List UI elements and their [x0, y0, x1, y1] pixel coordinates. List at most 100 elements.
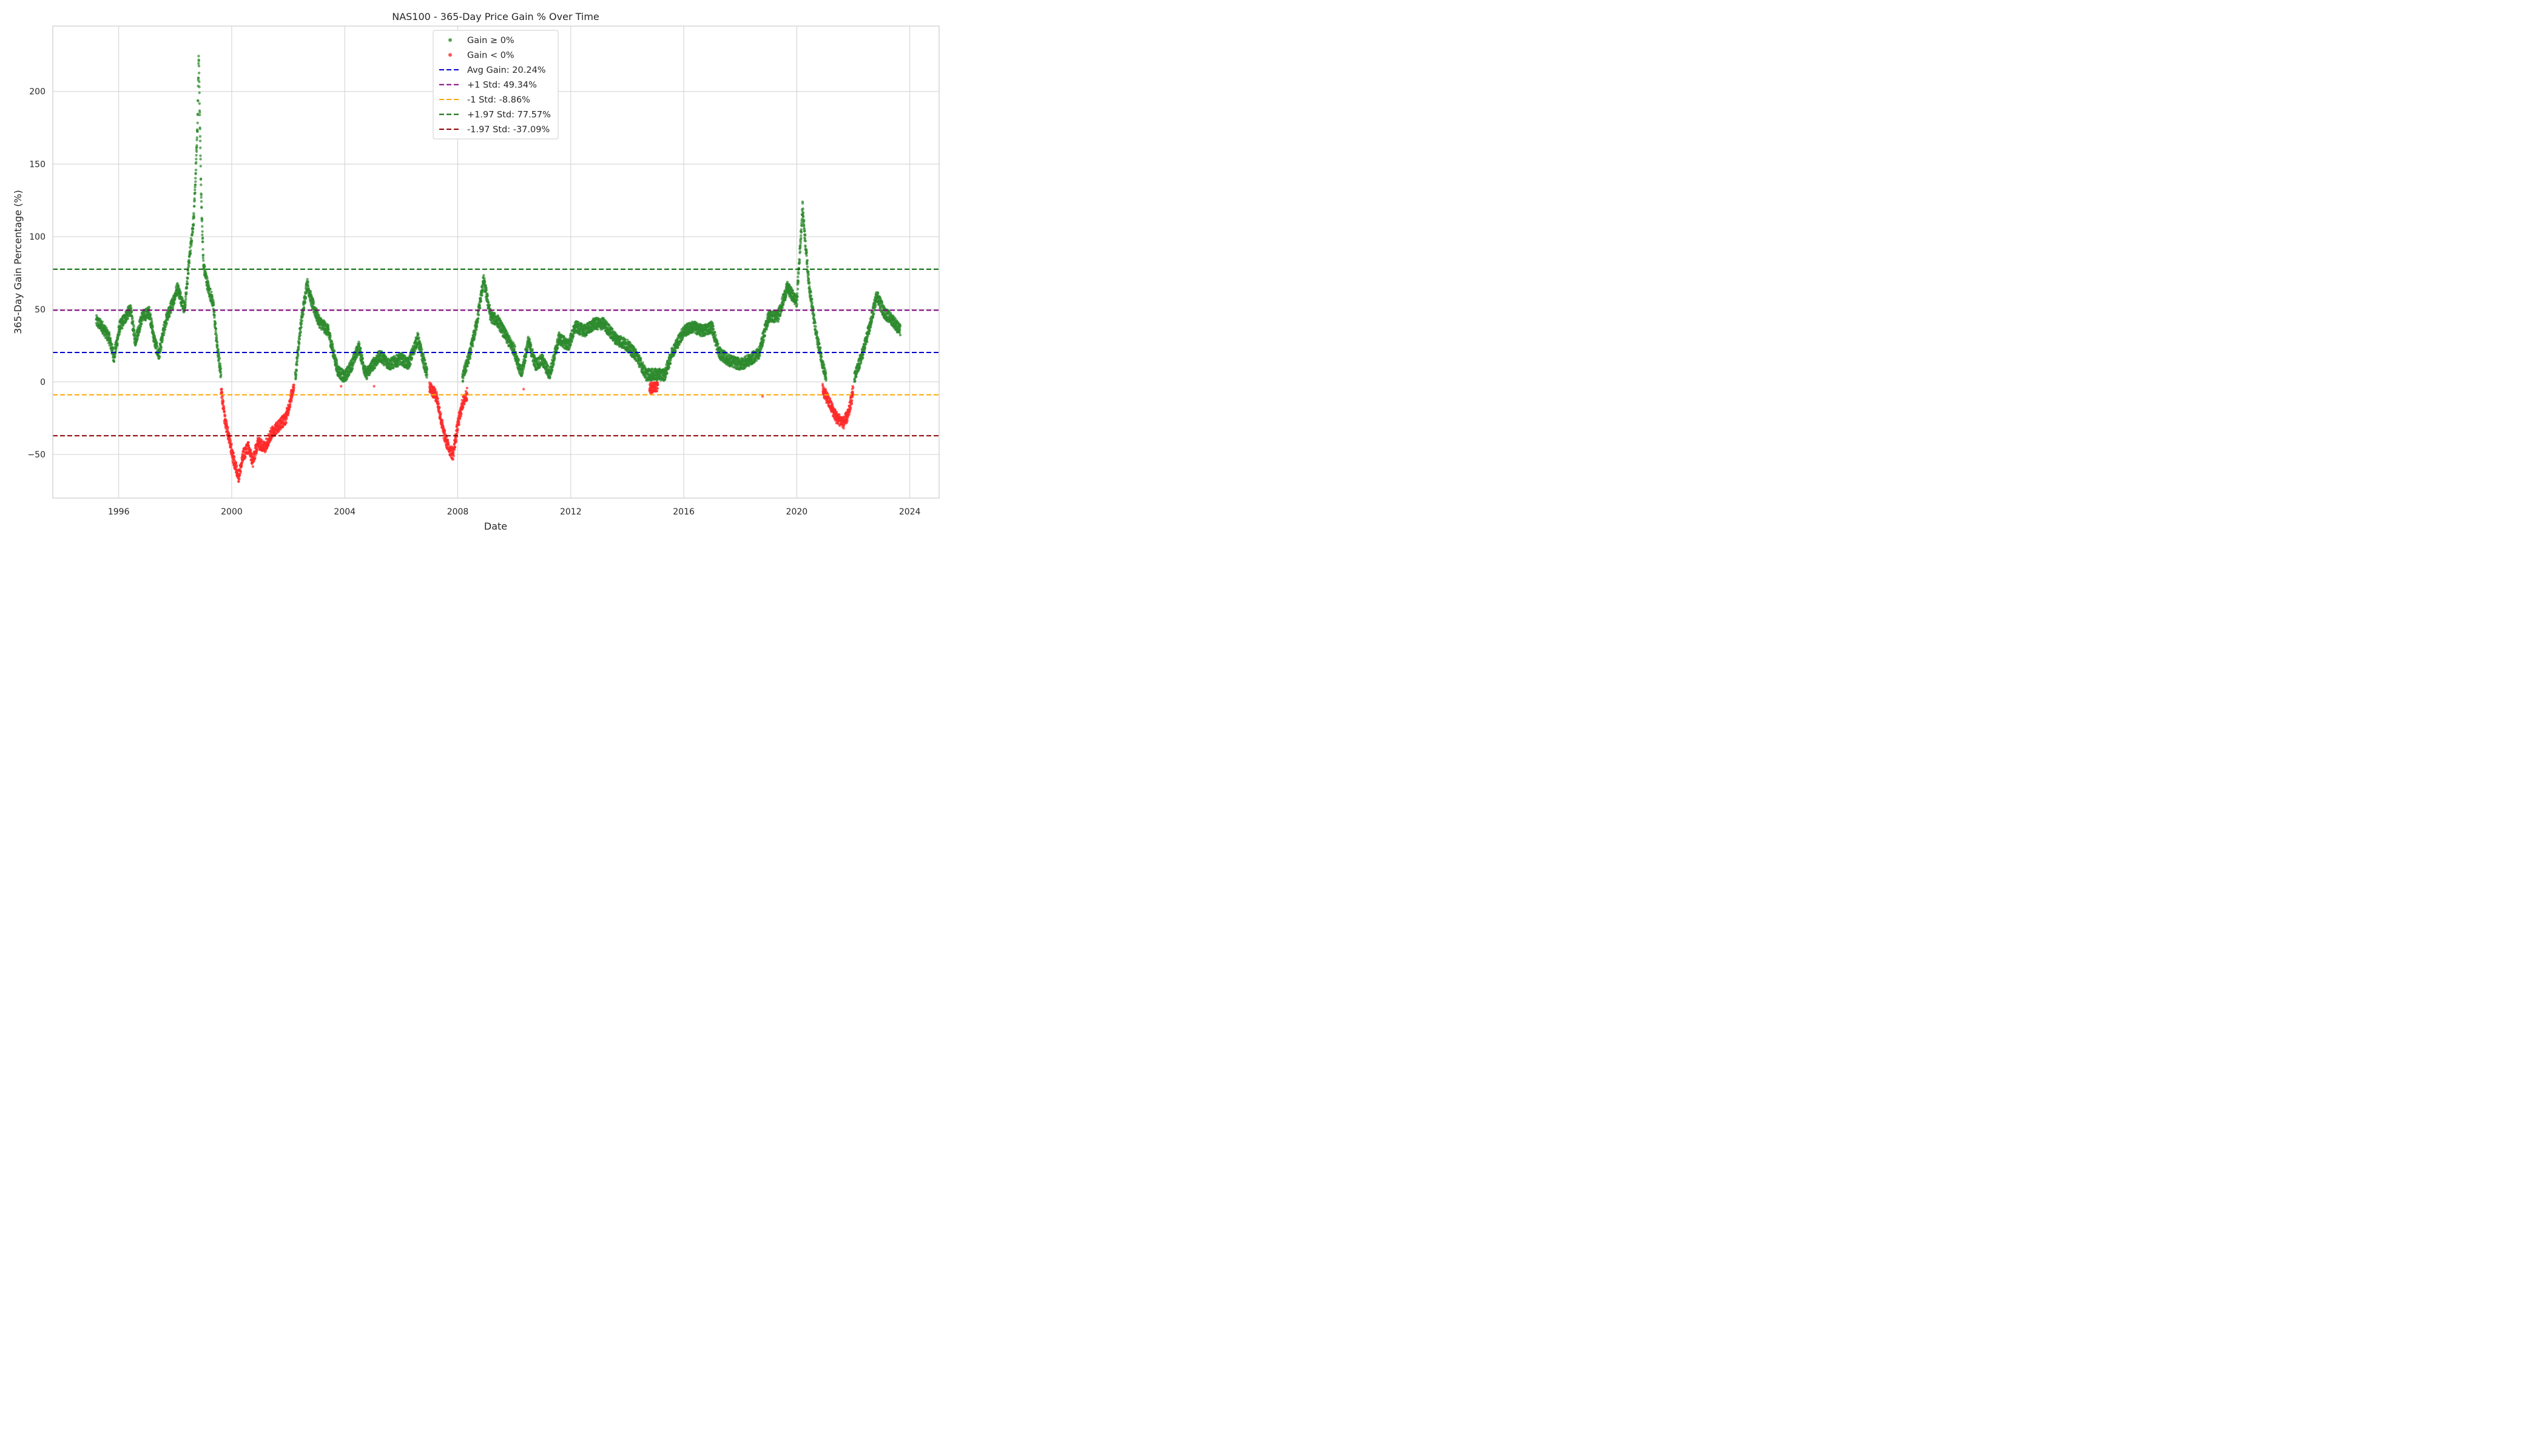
data-point	[327, 328, 330, 331]
data-point	[667, 366, 671, 369]
data-point	[513, 345, 516, 349]
data-point	[295, 356, 299, 360]
data-point	[297, 345, 300, 348]
data-point	[199, 164, 202, 168]
data-point	[110, 343, 114, 346]
data-point	[199, 146, 202, 149]
data-point	[214, 322, 217, 325]
data-point	[155, 341, 158, 345]
data-point	[201, 248, 204, 251]
data-point	[199, 158, 202, 161]
data-point	[199, 154, 202, 157]
data-point	[425, 376, 428, 379]
data-point	[298, 337, 302, 341]
data-point	[188, 261, 191, 265]
data-point	[623, 338, 627, 341]
data-point	[156, 345, 159, 348]
data-point	[165, 322, 168, 325]
data-point	[197, 62, 200, 66]
data-point	[190, 239, 194, 242]
data-point	[359, 346, 362, 350]
data-point	[181, 297, 184, 300]
data-point	[526, 348, 529, 352]
data-point	[217, 359, 220, 363]
data-point	[571, 334, 575, 338]
data-point	[470, 349, 473, 352]
data-point	[471, 345, 474, 348]
data-point	[150, 321, 153, 324]
data-point	[351, 366, 354, 370]
data-point	[158, 355, 161, 359]
data-point	[528, 338, 531, 341]
data-point	[201, 256, 205, 260]
data-point	[409, 362, 412, 366]
data-point	[116, 342, 119, 345]
data-point	[201, 230, 204, 233]
data-point	[206, 277, 209, 280]
data-point	[198, 80, 201, 83]
data-point	[197, 59, 200, 62]
data-point	[184, 303, 187, 307]
data-point	[200, 183, 203, 186]
data-point	[200, 217, 204, 221]
data-point	[510, 339, 513, 342]
data-point	[199, 177, 203, 181]
data-point	[132, 329, 136, 332]
data-point	[467, 362, 470, 365]
data-point	[137, 334, 140, 337]
data-point	[219, 371, 222, 374]
data-point	[197, 76, 200, 80]
data-point	[475, 328, 478, 331]
data-point	[611, 328, 614, 331]
data-point	[147, 306, 151, 309]
data-point	[195, 161, 198, 164]
data-point	[513, 348, 516, 351]
data-point	[218, 362, 222, 365]
data-point	[361, 356, 364, 360]
data-point	[487, 301, 490, 305]
data-point	[195, 138, 198, 141]
data-point	[210, 290, 213, 294]
data-point	[176, 281, 179, 285]
data-point	[480, 294, 484, 297]
data-point	[465, 369, 468, 372]
data-point	[162, 333, 166, 337]
data-point	[483, 281, 487, 285]
data-point	[184, 306, 187, 309]
data-point	[713, 331, 716, 334]
data-point	[634, 348, 637, 351]
data-point	[531, 348, 534, 352]
data-point	[521, 369, 525, 372]
data-point	[195, 153, 198, 157]
data-point	[331, 342, 334, 346]
data-point	[716, 342, 720, 345]
data-point	[295, 359, 299, 363]
data-point	[105, 326, 108, 329]
data-point	[179, 291, 182, 294]
data-point	[220, 373, 223, 376]
data-point	[112, 360, 116, 363]
data-point	[488, 303, 491, 307]
data-point	[107, 331, 111, 334]
data-point	[358, 342, 361, 346]
data-points	[95, 55, 902, 484]
data-point	[173, 302, 176, 305]
data-point	[303, 300, 307, 303]
data-point	[198, 102, 201, 105]
data-point	[198, 113, 201, 116]
data-point	[215, 334, 218, 337]
data-point	[712, 328, 715, 331]
data-point	[185, 286, 189, 289]
data-point	[201, 225, 204, 228]
data-point	[187, 272, 190, 275]
data-point	[194, 168, 198, 172]
data-point	[485, 288, 488, 292]
data-point	[203, 265, 206, 268]
data-point	[194, 188, 197, 192]
data-point	[420, 348, 423, 351]
data-point	[108, 333, 111, 336]
data-point	[493, 312, 496, 315]
data-point	[213, 316, 216, 319]
data-point	[569, 343, 572, 346]
data-point	[553, 357, 556, 360]
